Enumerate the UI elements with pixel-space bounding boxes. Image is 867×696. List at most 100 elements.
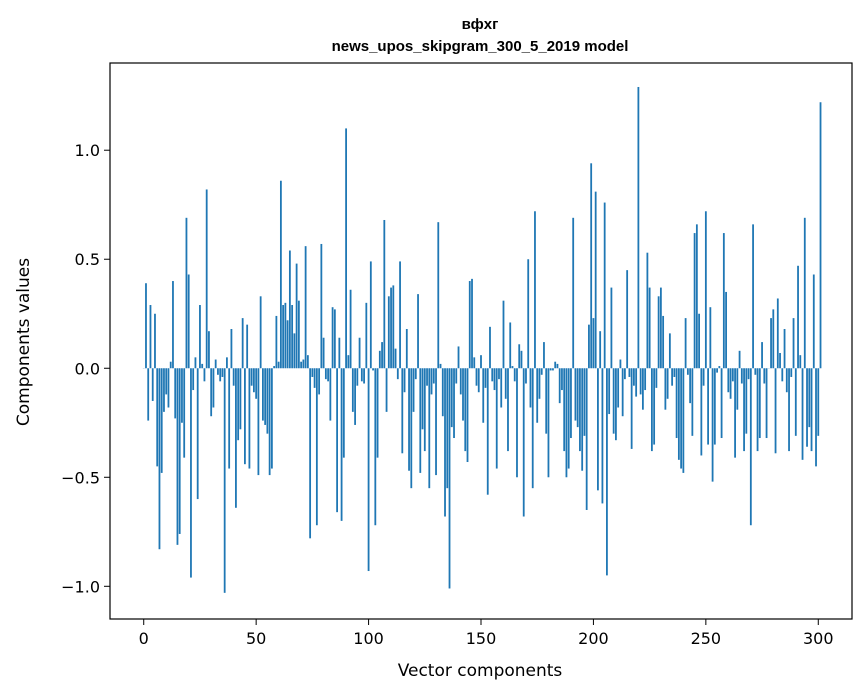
bar — [695, 224, 698, 369]
bar — [493, 368, 496, 391]
bar — [704, 211, 707, 369]
bar — [363, 368, 365, 384]
bar — [772, 309, 775, 369]
y-axis-label: Components values — [14, 258, 34, 426]
bar — [226, 357, 228, 369]
bar — [345, 128, 347, 369]
bar — [662, 315, 665, 369]
bar — [626, 270, 629, 369]
bar — [437, 222, 440, 369]
bar — [322, 337, 325, 369]
bar — [673, 368, 676, 377]
bar — [466, 368, 469, 463]
bar — [338, 337, 341, 369]
x-axis: 0 50 100 150 200 250 300 — [139, 619, 834, 648]
bar — [286, 320, 289, 369]
bar — [394, 348, 397, 369]
bar — [250, 368, 253, 386]
bar — [711, 368, 714, 482]
bar — [700, 368, 703, 456]
bar — [556, 363, 559, 369]
y-tick-label: 1.0 — [75, 141, 100, 160]
bar — [333, 309, 336, 369]
bar — [801, 368, 804, 460]
bar — [738, 350, 741, 369]
bar — [248, 368, 251, 469]
bar — [201, 363, 204, 369]
bar — [199, 305, 201, 369]
bar — [178, 368, 181, 534]
bar — [565, 368, 568, 478]
bar — [473, 357, 476, 369]
bar — [776, 298, 779, 369]
bar-series — [142, 86, 822, 593]
bar — [502, 300, 505, 369]
bar — [471, 278, 473, 369]
bar — [484, 368, 487, 388]
bar — [183, 368, 186, 458]
bar — [756, 368, 759, 452]
bar — [763, 368, 766, 384]
bar — [639, 368, 642, 395]
bar — [489, 326, 491, 369]
bar — [799, 355, 802, 369]
bar — [237, 368, 240, 441]
bar — [792, 318, 795, 369]
bar — [428, 368, 431, 489]
bar — [633, 368, 635, 386]
bar — [628, 368, 631, 377]
bar — [239, 368, 242, 430]
bar — [743, 368, 745, 452]
bar — [293, 333, 296, 369]
bar — [446, 368, 449, 489]
bar — [462, 368, 464, 421]
bar — [691, 368, 694, 436]
bar — [682, 368, 685, 473]
bar — [590, 163, 593, 369]
bar — [205, 189, 208, 369]
bar — [725, 291, 727, 369]
bar — [190, 368, 192, 578]
bar — [192, 368, 195, 391]
bar — [349, 289, 352, 369]
bar — [163, 368, 165, 412]
bar — [783, 329, 786, 369]
bar — [210, 368, 213, 417]
bar — [455, 368, 458, 384]
bar — [419, 368, 422, 473]
bar — [441, 368, 444, 417]
bar — [655, 368, 658, 388]
bar — [448, 368, 451, 589]
bar — [531, 368, 534, 489]
bar — [653, 368, 656, 445]
bar — [579, 368, 581, 452]
bar — [176, 368, 179, 545]
bar — [297, 300, 300, 369]
bar — [154, 313, 156, 369]
bar — [457, 346, 460, 369]
bar — [151, 368, 154, 401]
bar — [464, 368, 467, 452]
bar — [217, 368, 219, 375]
bar — [374, 368, 377, 526]
bar — [423, 368, 426, 452]
bar — [527, 259, 530, 369]
x-tick-label: 50 — [246, 629, 266, 648]
bar — [752, 224, 754, 369]
bar — [241, 318, 244, 369]
bar — [480, 355, 482, 369]
plot-frame — [109, 62, 853, 620]
bar — [498, 368, 500, 380]
bar — [174, 368, 177, 419]
bar — [275, 315, 278, 369]
bar — [765, 368, 768, 439]
bar — [675, 368, 678, 439]
bar — [336, 368, 338, 513]
bar — [637, 86, 640, 369]
bar — [709, 307, 712, 369]
bar — [603, 202, 606, 369]
bar — [172, 281, 174, 369]
bar — [671, 368, 674, 386]
bar — [507, 368, 509, 452]
bar — [309, 368, 312, 539]
